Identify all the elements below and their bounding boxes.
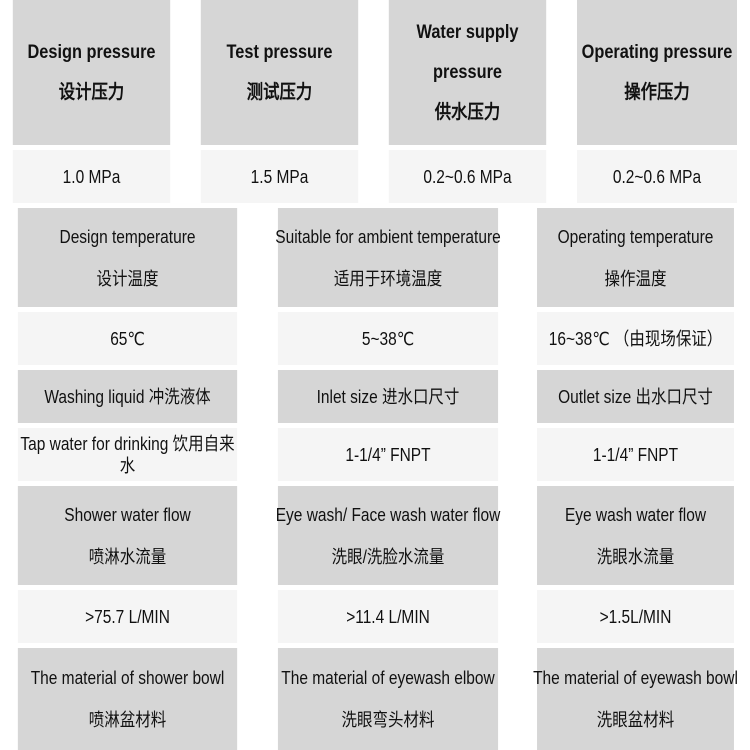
value-eye-wash-water-flow: >1.5L/MIN	[537, 590, 734, 643]
header-label-en: Test pressure	[226, 41, 333, 63]
header-eye-wash-water-flow: Eye wash water flow 洗眼水流量	[537, 486, 734, 585]
value-shower-water-flow: >75.7 L/MIN	[17, 590, 238, 643]
header-water-supply-pressure: Water supply pressure 供水压力	[388, 0, 547, 145]
header-washing-liquid: Washing liquid 冲洗液体	[17, 370, 238, 423]
header-design-temperature: Design temperature 设计温度	[17, 208, 238, 307]
header-label-en: Design temperature	[59, 226, 196, 247]
header-label-en: Operating temperature	[557, 226, 714, 247]
header-label-en: Operating pressure	[581, 41, 733, 63]
value-inlet-size: 1-1/4” FNPT	[277, 428, 499, 481]
header-label-zh: 设计温度	[96, 268, 159, 289]
value-test-pressure: 1.5 MPa	[200, 150, 359, 203]
header-label-en: The material of shower bowl	[30, 668, 225, 688]
header-label-en: Suitable for ambient temperature	[275, 226, 501, 247]
header-design-pressure: Design pressure 设计压力	[12, 0, 171, 145]
header-label-zh: 设计压力	[58, 81, 125, 103]
header-label-en: Shower water flow	[64, 504, 191, 525]
header-label-en: The material of eyewash bowl	[533, 668, 738, 688]
header-label-zh: 适用于环境温度	[333, 268, 443, 289]
header-eye-face-wash-water-flow: Eye wash/ Face wash water flow 洗眼/洗脸水流量	[275, 486, 501, 585]
header-label-en: The material of eyewash elbow	[281, 668, 495, 688]
header-label-zh: 喷淋水流量	[88, 546, 167, 567]
header-label-zh: 操作温度	[604, 268, 667, 289]
value-eye-face-wash-water-flow: >11.4 L/MIN	[277, 590, 499, 643]
header-label-zh: 喷淋盆材料	[88, 710, 167, 730]
value-design-pressure: 1.0 MPa	[12, 150, 171, 203]
header-operating-temperature: Operating temperature 操作温度	[537, 208, 734, 307]
header-test-pressure: Test pressure 测试压力	[200, 0, 359, 145]
header-label-zh: 供水压力	[434, 101, 501, 123]
header-label-zh: 洗眼盆材料	[596, 710, 675, 730]
header-label-en: Design pressure	[27, 41, 156, 63]
header-inlet-size: Inlet size 进水口尺寸	[277, 370, 499, 423]
header-label-zh: 洗眼水流量	[596, 546, 675, 567]
header-label-zh: 洗眼/洗脸水流量	[331, 546, 445, 567]
header-label-en: Eye wash/ Face wash water flow	[275, 504, 501, 525]
header-label-en: Eye wash water flow	[564, 504, 707, 525]
value-operating-pressure: 0.2~0.6 MPa	[577, 150, 737, 203]
header-shower-bowl-material: The material of shower bowl 喷淋盆材料	[17, 648, 238, 750]
header-shower-water-flow: Shower water flow 喷淋水流量	[17, 486, 238, 585]
header-eyewash-bowl-material: The material of eyewash bowl 洗眼盆材料	[533, 648, 738, 750]
value-design-temperature: 65℃	[17, 312, 238, 365]
value-outlet-size: 1-1/4” FNPT	[537, 428, 734, 481]
header-label-en-line1: Water supply	[416, 21, 519, 43]
header-operating-pressure: Operating pressure 操作压力	[577, 0, 737, 145]
value-operating-temperature: 16~38℃ （由现场保证）	[537, 312, 734, 365]
value-water-supply-pressure: 0.2~0.6 MPa	[388, 150, 547, 203]
header-label-en-line2: pressure	[432, 61, 503, 83]
header-label-zh: 测试压力	[246, 81, 313, 103]
value-ambient-temperature: 5~38℃	[277, 312, 499, 365]
header-label-zh: 操作压力	[624, 81, 690, 103]
header-outlet-size: Outlet size 出水口尺寸	[537, 370, 734, 423]
value-washing-liquid: Tap water for drinking 饮用自来水	[17, 428, 238, 481]
header-ambient-temperature: Suitable for ambient temperature 适用于环境温度	[275, 208, 501, 307]
header-eyewash-elbow-material: The material of eyewash elbow 洗眼弯头材料	[277, 648, 499, 750]
header-label-zh: 洗眼弯头材料	[341, 710, 435, 730]
